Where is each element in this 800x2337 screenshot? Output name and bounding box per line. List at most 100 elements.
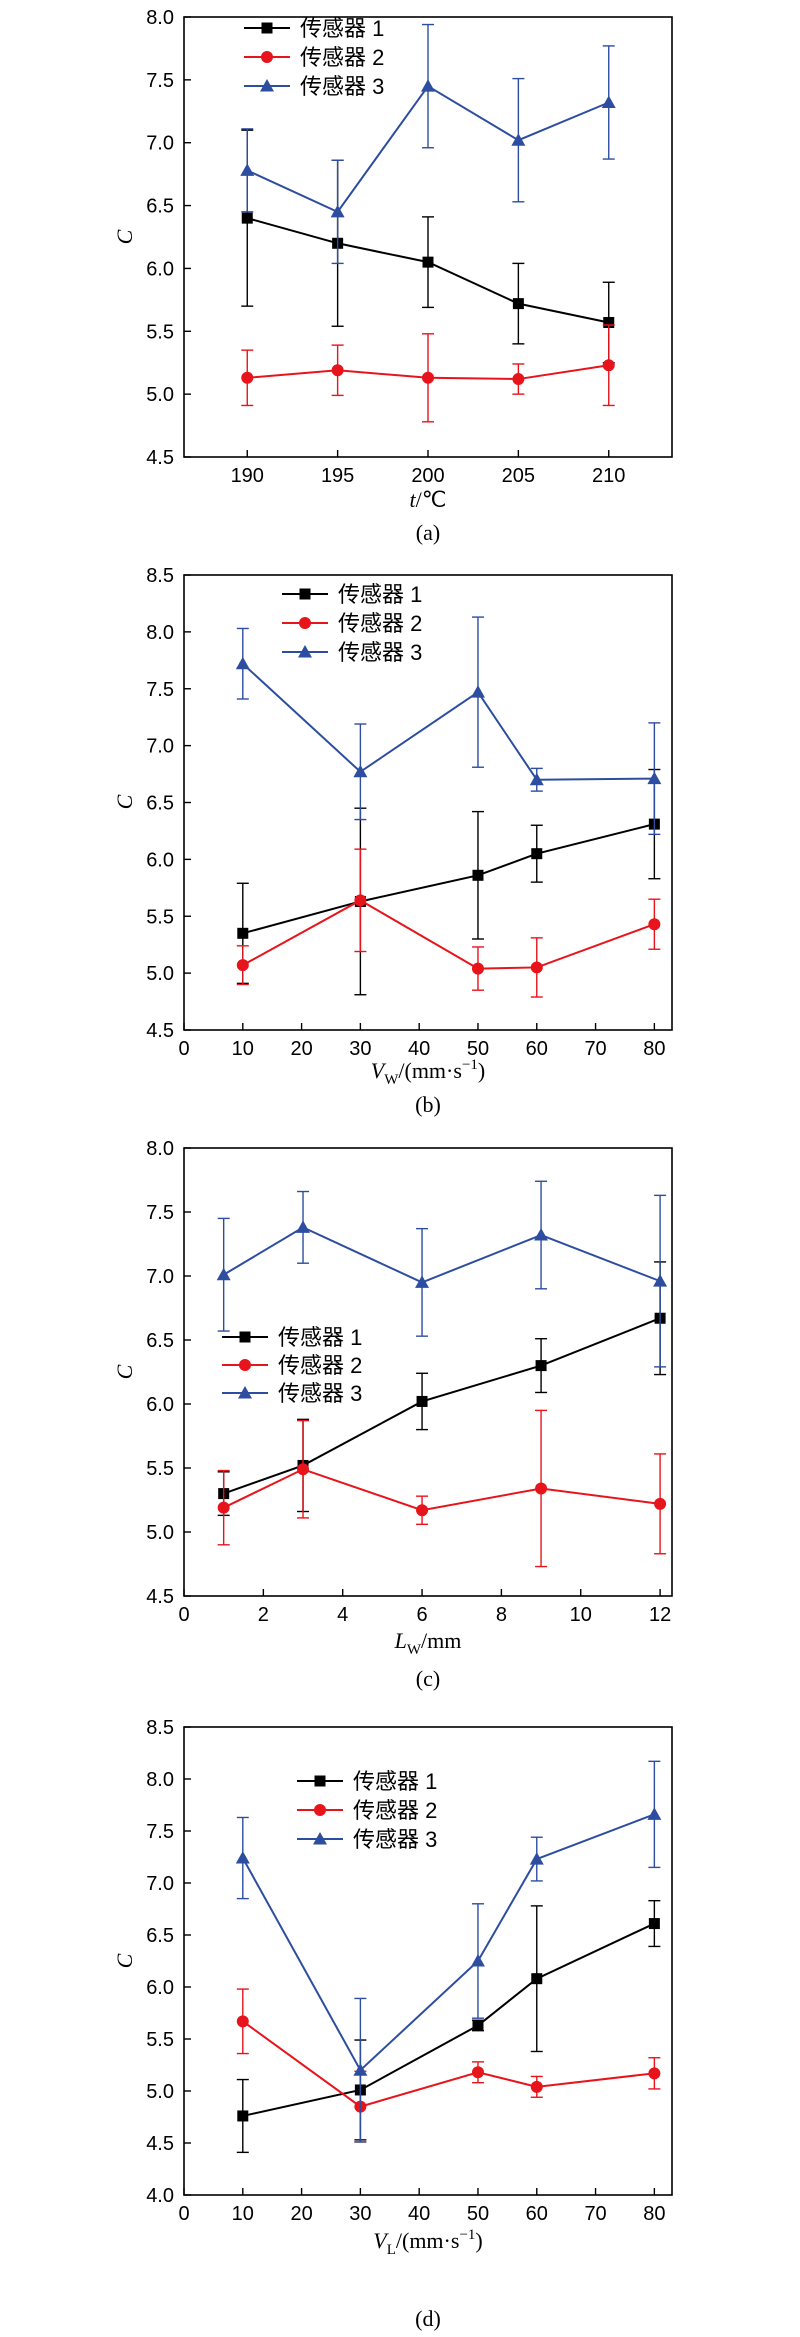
y-tick-label: 8.0: [146, 622, 174, 644]
legend-label: 传感器 3: [353, 1827, 437, 1852]
y-tick-label: 5.5: [146, 2029, 174, 2051]
x-tick-label: 190: [231, 465, 264, 487]
series-1: [236, 768, 661, 996]
y-tick-label: 7.5: [146, 70, 174, 92]
x-tick-label: 12: [649, 1604, 671, 1626]
data-point: [237, 2110, 249, 2122]
data-point: [421, 79, 435, 92]
legend: 传感器 1 传感器 2 传感器 3: [244, 16, 384, 99]
x-tick-label: 40: [408, 1038, 430, 1060]
legend: 传感器 1 传感器 2 传感器 3: [222, 1325, 362, 1406]
plot-frame: [183, 574, 673, 1031]
legend-marker: [239, 1331, 251, 1343]
x-axis-label: VW/(mm·s−1): [371, 1057, 485, 1088]
series-line: [223, 1468, 661, 1512]
series-line: [241, 1813, 655, 2072]
x-tick-label: 210: [592, 465, 625, 487]
series-line: [242, 662, 655, 781]
x-tick-label: 60: [526, 1038, 548, 1060]
panel-caption: (d): [415, 2306, 441, 2331]
x-tick-label: 0: [178, 1604, 189, 1626]
series-3: [235, 616, 662, 836]
y-axis-label: C: [112, 794, 137, 809]
x-tick-label: 10: [570, 1604, 592, 1626]
series-2: [241, 324, 615, 423]
x-axis-label: LW/mm: [394, 1628, 462, 1658]
x-tick-label: 50: [467, 2203, 489, 2225]
x-tick-label: 70: [584, 1038, 606, 1060]
y-tick-label: 7.0: [146, 736, 174, 758]
data-point: [511, 133, 526, 146]
data-point: [603, 316, 615, 328]
data-point: [531, 1973, 543, 1985]
y-tick-label: 7.5: [146, 1821, 174, 1843]
x-tick-label: 200: [411, 465, 444, 487]
data-point: [296, 1220, 311, 1233]
legend-marker: [299, 588, 311, 600]
data-point: [530, 961, 543, 974]
x-axis-label-unit: /mm: [421, 1628, 461, 1653]
series-line: [242, 899, 655, 970]
y-tick-label: 7.0: [146, 133, 174, 155]
data-point: [472, 869, 484, 881]
legend-marker: [313, 1832, 327, 1845]
series-3: [216, 1180, 668, 1368]
data-point: [535, 1360, 547, 1372]
chart-panel-a: 4.5 5.0 5.5 6.0 6.5 7.0 7.5 8.0 190 195 200 205 210 C…: [112, 7, 673, 545]
x-tick-label: 10: [232, 1038, 254, 1060]
legend-marker: [239, 1359, 251, 1371]
data-point: [654, 1497, 667, 1510]
legend-marker: [261, 51, 273, 63]
series-3: [240, 23, 616, 265]
y-tick-label: 5.5: [146, 1458, 174, 1480]
y-tick-label: 4.5: [146, 1020, 174, 1042]
x-axis-label: t/℃: [410, 487, 447, 512]
y-tick-label: 4.0: [146, 2185, 174, 2207]
x-tick-label: 4: [337, 1604, 348, 1626]
data-point: [648, 2067, 661, 2080]
data-point: [237, 927, 249, 939]
legend-marker: [298, 645, 312, 658]
y-tick-label: 8.0: [146, 7, 174, 29]
y-tick-label: 5.0: [146, 2081, 174, 2103]
data-point: [529, 772, 544, 786]
chart-panel-b: 4.5 5.0 5.5 6.0 6.5 7.0 7.5 8.0 8.5 0 10 20 30 40 50 60…: [112, 565, 673, 1117]
y-tick-label: 4.5: [146, 2133, 174, 2155]
x-tick-label: 6: [416, 1604, 427, 1626]
y-tick-label: 6.0: [146, 1394, 174, 1416]
series-2: [217, 1409, 667, 1568]
data-point: [422, 371, 434, 384]
y-tick-label: 4.5: [146, 1586, 174, 1608]
x-axis-label: VL/(mm·s−1): [373, 2227, 482, 2258]
legend-label: 传感器 1: [353, 1769, 437, 1794]
series-1: [241, 129, 615, 364]
data-point: [512, 298, 524, 310]
x-axis-label-close: ): [475, 2228, 482, 2253]
data-point: [534, 1228, 549, 1241]
y-tick-label: 6.0: [146, 258, 174, 280]
y-tick-label: 7.0: [146, 1266, 174, 1288]
chart-panel-c: 4.5 5.0 5.5 6.0 6.5 7.0 7.5 8.0 0 2 4 6 8 10 12 C LW/mm (…: [112, 1138, 673, 1691]
legend: 传感器 1 传感器 2 传感器 3: [282, 582, 422, 665]
legend: 传感器 1 传感器 2 传感器 3: [297, 1769, 437, 1852]
y-tick-label: 8.0: [146, 1138, 174, 1160]
x-axis-label-subscript: W: [407, 1642, 422, 1658]
legend-label: 传感器 2: [338, 611, 422, 636]
x-tick-label: 50: [467, 1038, 489, 1060]
series-line: [242, 823, 655, 935]
x-axis-label-symbol: V: [371, 1058, 387, 1083]
data-point: [235, 1851, 250, 1864]
data-point: [217, 1501, 230, 1514]
data-point: [422, 256, 434, 268]
legend-label: 传感器 3: [300, 74, 384, 99]
series-2: [236, 848, 661, 998]
data-point: [240, 163, 255, 176]
legend-label: 传感器 2: [300, 45, 384, 70]
x-tick-label: 40: [408, 2203, 430, 2225]
x-tick-label: 205: [502, 465, 535, 487]
series-line: [223, 1226, 661, 1284]
x-tick-label: 0: [178, 1038, 189, 1060]
x-tick-label: 30: [349, 1038, 371, 1060]
y-tick-label: 6.5: [146, 1330, 174, 1352]
